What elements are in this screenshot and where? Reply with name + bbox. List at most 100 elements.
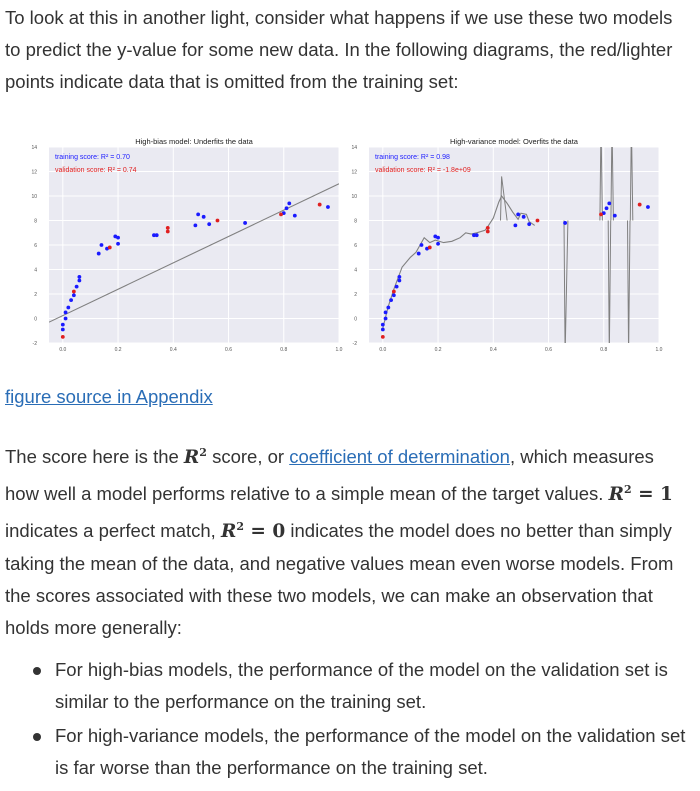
training-point [380,322,385,327]
training-point [287,201,292,206]
x-tick-label: 0.2 [435,347,442,353]
training-point [201,214,206,219]
x-tick-label: 0.4 [490,347,497,353]
high-bias-chart: -2 0 2 4 6 8 10 12 14 0.0 0.2 0.4 0.6 0.8 1.0 High-bias… [19,133,349,365]
training-point [436,235,440,240]
validation-point [535,218,540,223]
score-text-3: , which measures how well a model perfor… [5,446,654,505]
validation-point [599,212,603,217]
high-variance-chart: -2 0 2 4 6 8 10 12 14 0.0 0.2 0.4 0.6 0.8 1.0 High-vari… [339,133,669,365]
training-score-label: training score: R² = 0.98 [375,154,450,161]
fit-spike [500,176,508,221]
validation-point [165,229,170,234]
training-point [516,212,521,217]
y-tick-label: 8 [354,219,357,225]
training-point [380,327,385,332]
training-point [604,206,609,211]
training-point [207,222,212,227]
chart-title: High-variance model: Overfits the data [450,137,579,146]
y-tick-label: 4 [34,268,37,274]
y-tick-label: 14 [351,145,357,151]
fit-spike [629,147,634,221]
y-tick-label: 6 [34,243,37,249]
fit-spike [627,220,631,343]
validation-point [60,334,65,339]
training-point [383,316,388,321]
y-tick-label: 8 [34,219,37,225]
training-point [474,233,479,238]
training-point [513,223,518,228]
validation-point [380,334,385,339]
training-point [397,278,402,283]
training-point [646,205,650,209]
training-point [612,213,617,218]
training-point [63,310,68,315]
y-tick-label: 12 [31,170,37,176]
intro-paragraph: To look at this in another light, consid… [5,7,673,92]
validation-point [107,245,112,250]
x-tick-label: 0.2 [115,347,122,353]
training-point [193,223,198,228]
fit-spike [610,147,614,221]
training-point [389,298,393,303]
y-tick-label: 2 [34,292,37,298]
x-tick-label: 1.0 [336,347,343,353]
training-point [383,310,388,315]
x-tick-label: 0.4 [170,347,177,353]
training-point [521,214,526,219]
y-tick-label: 12 [351,170,357,176]
training-point [96,251,101,256]
score-text-1: The score here is the [5,446,184,468]
fit-spike [607,220,612,343]
y-tick-label: 10 [31,194,37,200]
y-tick-label: 2 [354,292,357,298]
training-point [63,316,68,321]
high-variance-chart-svg: -2 0 2 4 6 8 10 12 14 0.0 0.2 0.4 0.6 0.8 1.0 High-vari… [351,137,663,353]
training-point [243,221,247,225]
list-item: For high-bias models, the performance of… [0,654,700,718]
validation-score-label: validation score: R² = -1.8e+09 [375,167,471,174]
score-text-4: indicates a perfect match, [5,520,221,542]
r-squared-zero-math: R2 = 0 [220,520,286,543]
training-point [386,305,391,310]
y-tick-label: 10 [351,194,357,200]
training-point [60,327,65,332]
validation-point [279,212,283,217]
score-text-5: indicates the model does no better than … [5,520,674,639]
training-point [60,322,65,327]
training-point [397,274,402,279]
training-point [74,284,79,289]
bullet-icon [33,667,41,675]
r-squared-math: R2 [183,446,207,469]
training-point [77,278,82,283]
x-tick-label: 0.0 [59,347,66,353]
training-point [71,293,76,298]
y-tick-label: -2 [33,341,38,347]
training-point [527,222,532,227]
training-point [284,206,289,211]
r-squared-one-math: R2 = 1 [608,483,673,506]
coefficient-of-determination-link[interactable]: coefficient of determination [289,446,510,468]
validation-point [427,245,432,250]
training-point [152,233,156,238]
y-tick-label: 6 [354,243,357,249]
y-tick-label: -2 [353,341,358,347]
training-point [472,233,476,238]
y-tick-label: 0 [34,317,37,323]
fit-line [49,183,339,323]
validation-point [165,225,170,230]
training-point [436,241,440,246]
training-point [196,212,201,217]
validation-point [215,218,220,223]
training-point [116,241,120,246]
fit-spike [563,220,569,343]
x-tick-label: 0.6 [545,347,552,353]
bullet-icon [33,733,41,741]
validation-point [485,225,490,230]
x-tick-label: 0.6 [225,347,232,353]
x-tick-label: 1.0 [656,347,663,353]
training-point [607,201,612,206]
y-tick-label: 14 [31,145,37,151]
training-point [69,298,73,303]
figure-source-link[interactable]: figure source in Appendix [5,386,213,407]
